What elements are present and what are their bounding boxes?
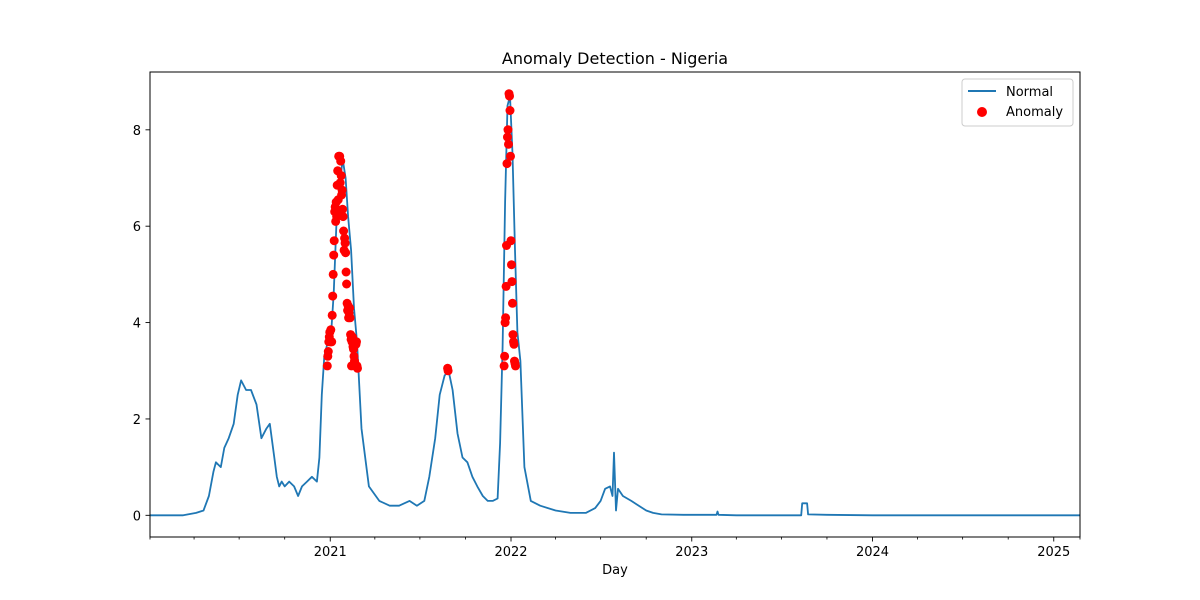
y-tick-label: 8 bbox=[133, 124, 141, 139]
chart-title: Anomaly Detection - Nigeria bbox=[502, 49, 728, 68]
normal-series-line bbox=[150, 95, 1080, 517]
anomaly-point bbox=[336, 171, 346, 181]
legend-anomaly-label: Anomaly bbox=[1006, 105, 1063, 120]
anomaly-point bbox=[506, 151, 515, 161]
plot-area bbox=[150, 89, 1080, 517]
anomaly-point bbox=[506, 236, 516, 246]
anomaly-point bbox=[500, 351, 510, 361]
anomaly-point bbox=[443, 366, 453, 376]
anomaly-point bbox=[329, 236, 339, 246]
x-tick-label: 2024 bbox=[856, 545, 889, 560]
anomaly-point bbox=[323, 347, 333, 356]
normal-series-layer bbox=[150, 95, 1080, 517]
anomaly-point bbox=[501, 313, 511, 323]
anomaly-point bbox=[504, 139, 513, 149]
anomaly-point bbox=[335, 178, 345, 188]
anomaly-point bbox=[322, 361, 332, 371]
anomaly-point bbox=[338, 212, 348, 222]
anomaly-point bbox=[341, 248, 351, 258]
anomaly-point bbox=[508, 298, 517, 308]
y-tick-label: 4 bbox=[133, 317, 141, 332]
anomaly-point bbox=[507, 277, 517, 287]
anomaly-point bbox=[345, 303, 355, 313]
x-tick-label: 2023 bbox=[675, 545, 708, 560]
anomaly-point bbox=[327, 310, 337, 320]
legend-normal-label: Normal bbox=[1006, 85, 1053, 100]
x-axis-label: Day bbox=[602, 563, 628, 578]
anomaly-point bbox=[505, 106, 515, 115]
y-axis-ticks: 0 2 4 6 8 bbox=[133, 124, 150, 524]
x-axis-ticks: 2021 2022 2023 2024 2025 bbox=[149, 537, 1081, 560]
x-tick-label: 2021 bbox=[314, 545, 347, 560]
anomaly-point bbox=[329, 250, 339, 260]
anomaly-point bbox=[503, 132, 512, 142]
legend: Normal Anomaly bbox=[961, 78, 1074, 127]
anomaly-point bbox=[509, 339, 519, 349]
anomaly-point bbox=[340, 238, 350, 248]
anomaly-point bbox=[505, 91, 514, 101]
anomaly-point bbox=[326, 325, 336, 335]
anomaly-point bbox=[511, 361, 520, 371]
y-tick-label: 6 bbox=[133, 220, 141, 235]
anomaly-point bbox=[507, 260, 516, 270]
anomaly-point bbox=[328, 291, 338, 301]
y-tick-label: 0 bbox=[133, 509, 141, 524]
x-tick-label: 2022 bbox=[494, 545, 527, 560]
anomaly-point bbox=[336, 156, 346, 166]
x-tick-label: 2025 bbox=[1037, 545, 1070, 560]
anomaly-point bbox=[499, 361, 509, 371]
anomaly-point bbox=[337, 185, 347, 195]
legend-anomaly-swatch bbox=[977, 107, 987, 117]
anomaly-point bbox=[503, 125, 513, 135]
anomaly-point bbox=[353, 363, 362, 373]
anomaly-point bbox=[338, 204, 348, 214]
anomaly-point bbox=[328, 269, 338, 279]
anomaly-point bbox=[339, 226, 349, 236]
anomaly-series-layer bbox=[322, 89, 520, 376]
anomaly-point bbox=[345, 313, 355, 323]
anomaly-point bbox=[352, 337, 361, 347]
y-tick-label: 2 bbox=[133, 413, 141, 428]
anomaly-point bbox=[342, 279, 352, 289]
anomaly-point bbox=[508, 330, 518, 340]
anomaly-point bbox=[341, 267, 351, 277]
anomaly-point bbox=[502, 159, 512, 169]
anomaly-point bbox=[327, 337, 337, 347]
axes-frame bbox=[149, 71, 1081, 538]
